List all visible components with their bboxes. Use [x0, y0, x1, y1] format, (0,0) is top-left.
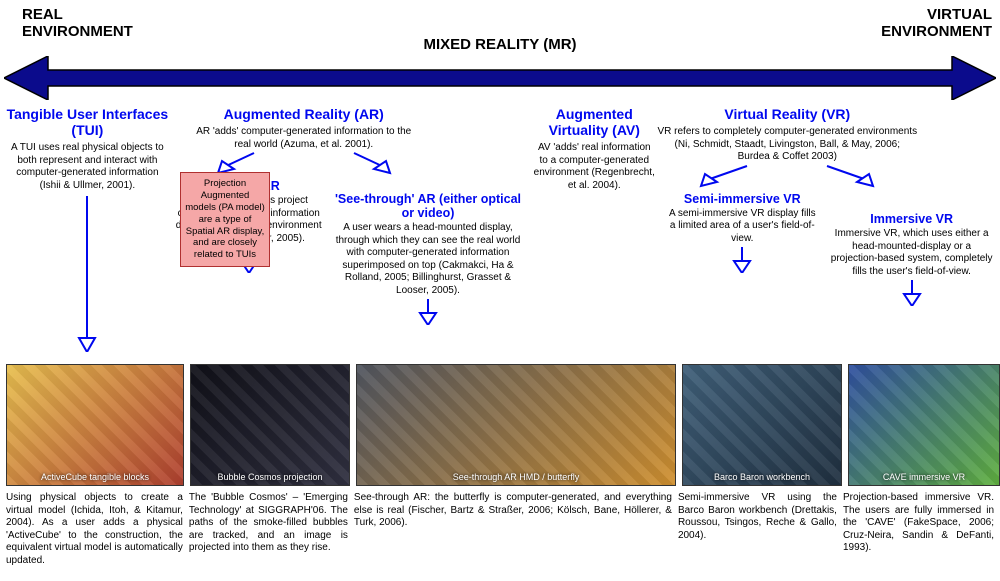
arrow-shape [4, 56, 996, 100]
image-immersive-vr-label: CAVE immersive VR [883, 472, 965, 482]
category-columns: Tangible User Interfaces (TUI) A TUI use… [0, 106, 1000, 352]
down-arrow-icon [75, 192, 99, 352]
down-arrow-icon [730, 245, 754, 273]
semi-vr-title: Semi-immersive VR [684, 192, 801, 206]
tui-title: Tangible User Interfaces (TUI) [6, 106, 169, 138]
caption-seethrough-ar: See-through AR: the butterfly is compute… [354, 492, 672, 567]
image-semi-vr-label: Barco Baron workbench [714, 472, 810, 482]
av-title: Augmented Virtuality (AV) [533, 106, 655, 138]
down-arrow-icon [416, 297, 440, 325]
mixed-reality-title: MIXED REALITY (MR) [0, 36, 1000, 53]
continuum-arrow [4, 56, 996, 100]
seethrough-ar-desc: A user wears a head-mounted display, thr… [335, 222, 522, 297]
caption-spatial-ar: The 'Bubble Cosmos' – 'Emerging Technolo… [189, 492, 348, 567]
down-arrow-icon [900, 278, 924, 306]
column-immersive-vr: Immersive VR Immersive VR, which uses ei… [823, 106, 1000, 352]
image-spatial-ar: Bubble Cosmos projection [190, 364, 350, 486]
pa-model-callout: Projection Augmented models (PA model) a… [180, 172, 270, 267]
image-seethrough-ar: See-through AR HMD / butterfly [356, 364, 676, 486]
tui-desc: A TUI uses real physical objects to both… [6, 142, 169, 192]
av-desc: AV 'adds' real information to a computer… [533, 142, 655, 192]
column-av: Augmented Virtuality (AV) AV 'adds' real… [527, 106, 661, 352]
ar-title: Augmented Reality (AR) [224, 106, 384, 122]
immersive-vr-title: Immersive VR [870, 212, 953, 226]
image-tui-label: ActiveCube tangible blocks [41, 472, 149, 482]
image-spatial-ar-label: Bubble Cosmos projection [217, 472, 322, 482]
immersive-vr-desc: Immersive VR, which uses either a head-m… [829, 228, 994, 278]
image-row: ActiveCube tangible blocks Bubble Cosmos… [0, 364, 1000, 486]
image-immersive-vr: CAVE immersive VR [848, 364, 1000, 486]
caption-semi-vr: Semi-immersive VR using the Barco Baron … [678, 492, 837, 567]
column-tui: Tangible User Interfaces (TUI) A TUI use… [0, 106, 175, 352]
semi-vr-desc: A semi-immersive VR display fills a limi… [667, 208, 817, 246]
caption-immersive-vr: Projection-based immersive VR. The users… [843, 492, 994, 567]
caption-row: Using physical objects to create a virtu… [0, 492, 1000, 567]
seethrough-ar-title: 'See-through' AR (either optical or vide… [335, 192, 522, 220]
image-semi-vr: Barco Baron workbench [682, 364, 842, 486]
image-seethrough-label: See-through AR HMD / butterfly [453, 472, 580, 482]
ar-desc: AR 'adds' computer-generated information… [194, 126, 414, 151]
column-semi-vr: Virtual Reality (VR) VR refers to comple… [661, 106, 823, 352]
image-tui: ActiveCube tangible blocks [6, 364, 184, 486]
caption-tui: Using physical objects to create a virtu… [6, 492, 183, 567]
